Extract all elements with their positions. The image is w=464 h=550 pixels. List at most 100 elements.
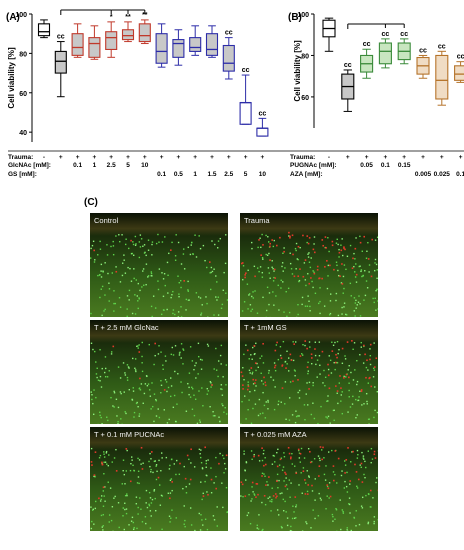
green-cell xyxy=(126,449,128,452)
significance-label: cc xyxy=(344,62,352,69)
green-cell xyxy=(128,247,130,250)
green-cell xyxy=(253,265,256,268)
red-cell xyxy=(344,248,346,251)
tissue-background xyxy=(240,213,378,317)
red-cell xyxy=(351,340,353,342)
green-cell xyxy=(249,523,252,525)
green-cell xyxy=(242,367,244,369)
green-cell xyxy=(103,473,105,475)
green-cell xyxy=(340,474,343,477)
red-cell xyxy=(319,446,322,448)
green-cell xyxy=(261,501,263,504)
red-cell xyxy=(276,244,278,247)
green-cell xyxy=(92,413,95,416)
green-cell xyxy=(344,464,347,466)
micrograph-image xyxy=(240,320,378,424)
green-cell xyxy=(190,241,193,244)
green-cell xyxy=(376,236,378,239)
red-cell xyxy=(276,480,278,482)
green-cell xyxy=(264,503,267,506)
green-cell xyxy=(108,370,110,372)
green-cell xyxy=(361,404,363,406)
green-cell xyxy=(334,368,336,371)
red-cell xyxy=(310,357,313,359)
green-cell xyxy=(298,484,300,486)
green-cell xyxy=(100,386,103,388)
green-cell xyxy=(342,292,344,294)
red-cell xyxy=(318,465,321,467)
green-cell xyxy=(138,415,140,417)
significance-label: cc xyxy=(382,31,390,38)
red-cell xyxy=(271,239,273,241)
row-label: GlcNAc [mM]: xyxy=(8,162,51,169)
green-cell xyxy=(180,263,183,265)
conc-value: 10 xyxy=(141,162,149,169)
green-cell xyxy=(210,492,213,494)
green-cell xyxy=(111,506,114,508)
box-body xyxy=(37,23,51,37)
green-cell xyxy=(189,507,192,509)
red-cell xyxy=(184,477,187,480)
green-cell xyxy=(127,366,130,368)
red-cell xyxy=(241,483,244,486)
green-cell xyxy=(281,492,283,494)
green-cell xyxy=(354,271,356,273)
green-cell xyxy=(132,528,135,531)
green-cell xyxy=(142,270,144,272)
red-cell xyxy=(169,497,171,500)
green-cell xyxy=(247,308,249,310)
green-cell xyxy=(150,272,153,275)
green-cell xyxy=(334,473,336,476)
red-cell xyxy=(355,273,358,276)
green-cell xyxy=(134,244,137,247)
green-cell xyxy=(337,402,339,405)
y-tick-label: 60 xyxy=(301,95,309,102)
conc-value: 0.1 xyxy=(381,162,390,169)
green-cell xyxy=(163,309,165,311)
red-cell xyxy=(91,464,93,466)
red-cell xyxy=(275,496,277,499)
green-cell xyxy=(147,276,149,278)
box-0 xyxy=(37,19,51,39)
green-cell xyxy=(367,418,370,421)
green-cell xyxy=(206,528,209,531)
green-cell xyxy=(278,464,281,466)
green-cell xyxy=(304,419,306,421)
green-cell xyxy=(154,307,157,309)
green-cell xyxy=(170,353,173,356)
green-cell xyxy=(363,299,365,301)
green-cell xyxy=(251,486,253,488)
green-cell xyxy=(100,416,102,419)
green-cell xyxy=(223,457,225,460)
green-cell xyxy=(197,373,199,375)
green-cell xyxy=(277,486,279,489)
green-cell xyxy=(248,358,250,360)
red-cell xyxy=(341,263,343,265)
red-cell xyxy=(318,475,320,477)
green-cell xyxy=(170,296,172,299)
green-cell xyxy=(105,450,108,453)
green-cell xyxy=(146,384,149,387)
green-cell xyxy=(262,383,265,385)
green-cell xyxy=(261,271,264,274)
green-cell xyxy=(374,269,376,272)
green-cell xyxy=(346,527,348,529)
green-cell xyxy=(260,246,262,249)
red-cell xyxy=(256,483,259,485)
tissue-background xyxy=(90,320,228,424)
red-cell xyxy=(272,495,275,497)
green-cell xyxy=(374,409,376,412)
box-body xyxy=(378,42,392,65)
red-cell xyxy=(316,265,319,268)
green-cell xyxy=(134,235,137,238)
red-cell xyxy=(373,366,376,368)
green-cell xyxy=(158,416,161,419)
green-cell xyxy=(283,311,285,313)
green-cell xyxy=(344,480,346,483)
box-2 xyxy=(71,23,84,58)
green-cell xyxy=(285,290,287,293)
green-cell xyxy=(249,372,251,374)
green-cell xyxy=(362,455,365,457)
green-cell xyxy=(136,401,138,404)
green-cell xyxy=(184,519,186,522)
